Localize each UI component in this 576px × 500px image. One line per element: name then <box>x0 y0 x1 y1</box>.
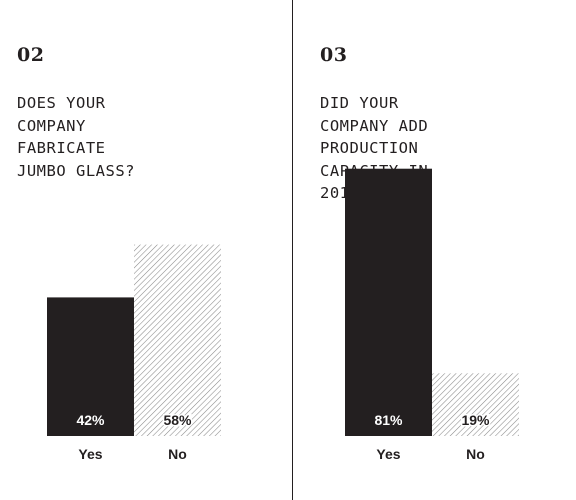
chart-panel-03: 03 DID YOUR COMPANY ADD PRODUCTION CAPAC… <box>303 0 576 500</box>
value-label: 19% <box>461 412 490 428</box>
value-label: 42% <box>76 412 105 428</box>
question-line: JUMBO GLASS? <box>17 161 135 180</box>
question-line: COMPANY ADD <box>320 116 429 135</box>
bar-chart: 42% Yes 58% No <box>47 244 221 462</box>
question-line: PRODUCTION <box>320 139 419 157</box>
chart-number: 02 <box>17 44 45 66</box>
bar-no <box>134 244 221 436</box>
bar-yes <box>345 168 432 436</box>
bar-chart: 81% Yes 19% No <box>345 168 519 462</box>
bar-yes <box>47 297 134 436</box>
category-label: Yes <box>78 446 102 462</box>
chart-question: DOES YOUR COMPANY FABRICATE JUMBO GLASS? <box>17 92 217 182</box>
bar-no <box>432 373 519 436</box>
value-label: 58% <box>163 412 192 428</box>
value-label: 81% <box>374 412 403 428</box>
question-line: COMPANY <box>17 116 86 135</box>
chart-panel-02: 02 DOES YOUR COMPANY FABRICATE JUMBO GLA… <box>17 44 221 462</box>
question-line: DOES YOUR <box>17 94 106 112</box>
category-label: No <box>466 446 485 462</box>
question-line: FABRICATE <box>17 139 106 157</box>
panel-divider <box>292 0 293 500</box>
chart-number: 03 <box>320 44 348 66</box>
category-label: No <box>168 446 187 462</box>
category-label: Yes <box>376 446 400 462</box>
question-line: DID YOUR <box>320 94 399 112</box>
